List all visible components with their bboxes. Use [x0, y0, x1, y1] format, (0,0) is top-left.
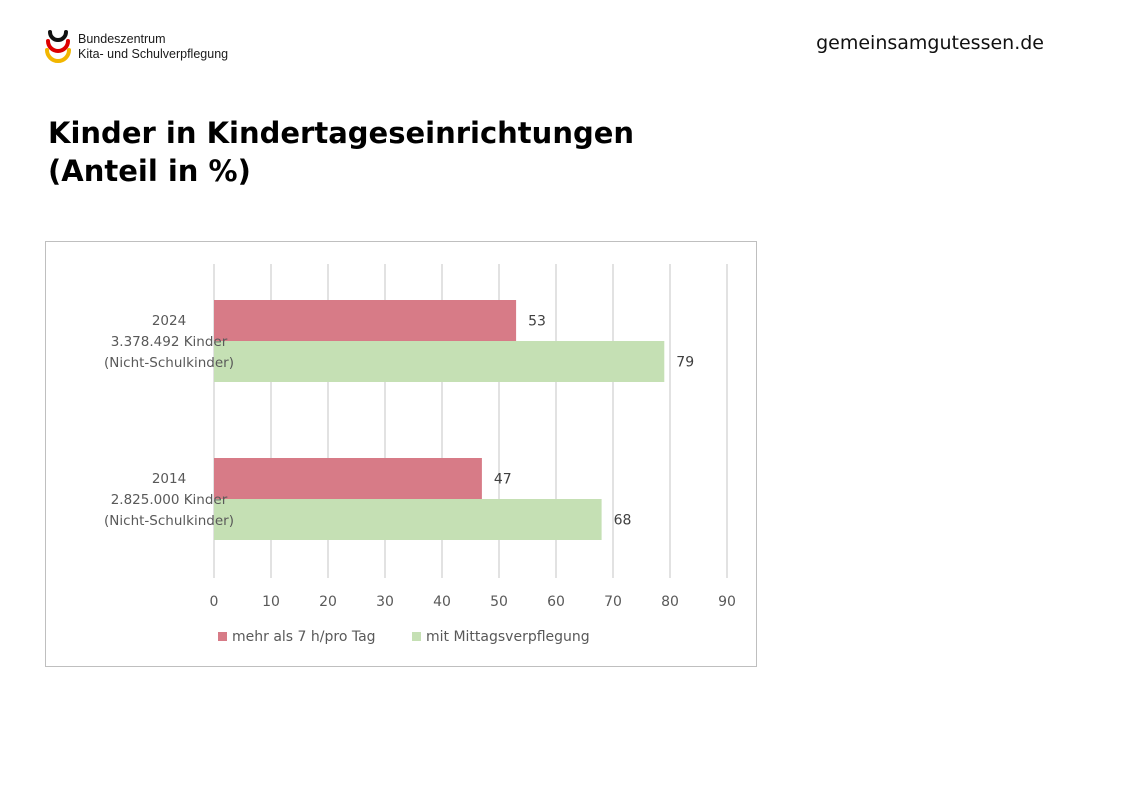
tick-label: 80	[661, 594, 679, 610]
logo-arc-red	[46, 39, 70, 53]
bar-chart: 53 79 2024 3.378.492 Kinder (Nicht-Schulkind…	[104, 264, 736, 645]
logo-mark-icon	[45, 30, 71, 63]
legend-swatch	[412, 632, 421, 641]
data-label: 68	[614, 513, 632, 529]
tick-label: 40	[433, 594, 451, 610]
tick-label: 50	[490, 594, 508, 610]
category-label: (Nicht-Schulkinder)	[104, 513, 234, 529]
category-label: 2.825.000 Kinder	[111, 492, 228, 508]
bar	[214, 499, 602, 540]
data-label: 79	[676, 355, 694, 371]
tick-label: 10	[262, 594, 280, 610]
bar	[214, 341, 665, 382]
data-label: 53	[528, 314, 546, 330]
page-title: Kinder in Kindertageseinrichtungen (Ante…	[48, 114, 634, 190]
logo-line-1: Bundeszentrum	[78, 32, 166, 46]
legend-swatch	[218, 632, 227, 641]
legend-label: mehr als 7 h/pro Tag	[232, 629, 376, 645]
logo-text: Bundeszentrum Kita- und Schulverpflegung	[78, 32, 228, 62]
chart-frame: 53 79 2024 3.378.492 Kinder (Nicht-Schulkind…	[45, 241, 757, 667]
category-label: (Nicht-Schulkinder)	[104, 355, 234, 371]
logo-arc-gold	[45, 48, 71, 63]
tick-label: 70	[604, 594, 622, 610]
logo: Bundeszentrum Kita- und Schulverpflegung	[45, 30, 245, 70]
data-label: 47	[494, 472, 512, 488]
title-line-2: (Anteil in %)	[48, 154, 251, 188]
tick-label: 90	[718, 594, 736, 610]
category-label: 3.378.492 Kinder	[111, 334, 228, 350]
category-label: 2014	[152, 471, 186, 487]
category-label: 2024	[152, 313, 186, 329]
tick-label: 0	[210, 594, 219, 610]
site-url: gemeinsamgutessen.de	[816, 32, 1044, 54]
logo-line-2: Kita- und Schulverpflegung	[78, 47, 229, 61]
title-line-1: Kinder in Kindertageseinrichtungen	[48, 116, 635, 150]
bar	[214, 458, 482, 499]
logo-arc-black	[48, 30, 68, 42]
tick-label: 30	[376, 594, 394, 610]
tick-label: 20	[319, 594, 337, 610]
bar	[214, 300, 517, 341]
tick-label: 60	[547, 594, 565, 610]
legend-label: mit Mittagsverpflegung	[426, 629, 590, 645]
